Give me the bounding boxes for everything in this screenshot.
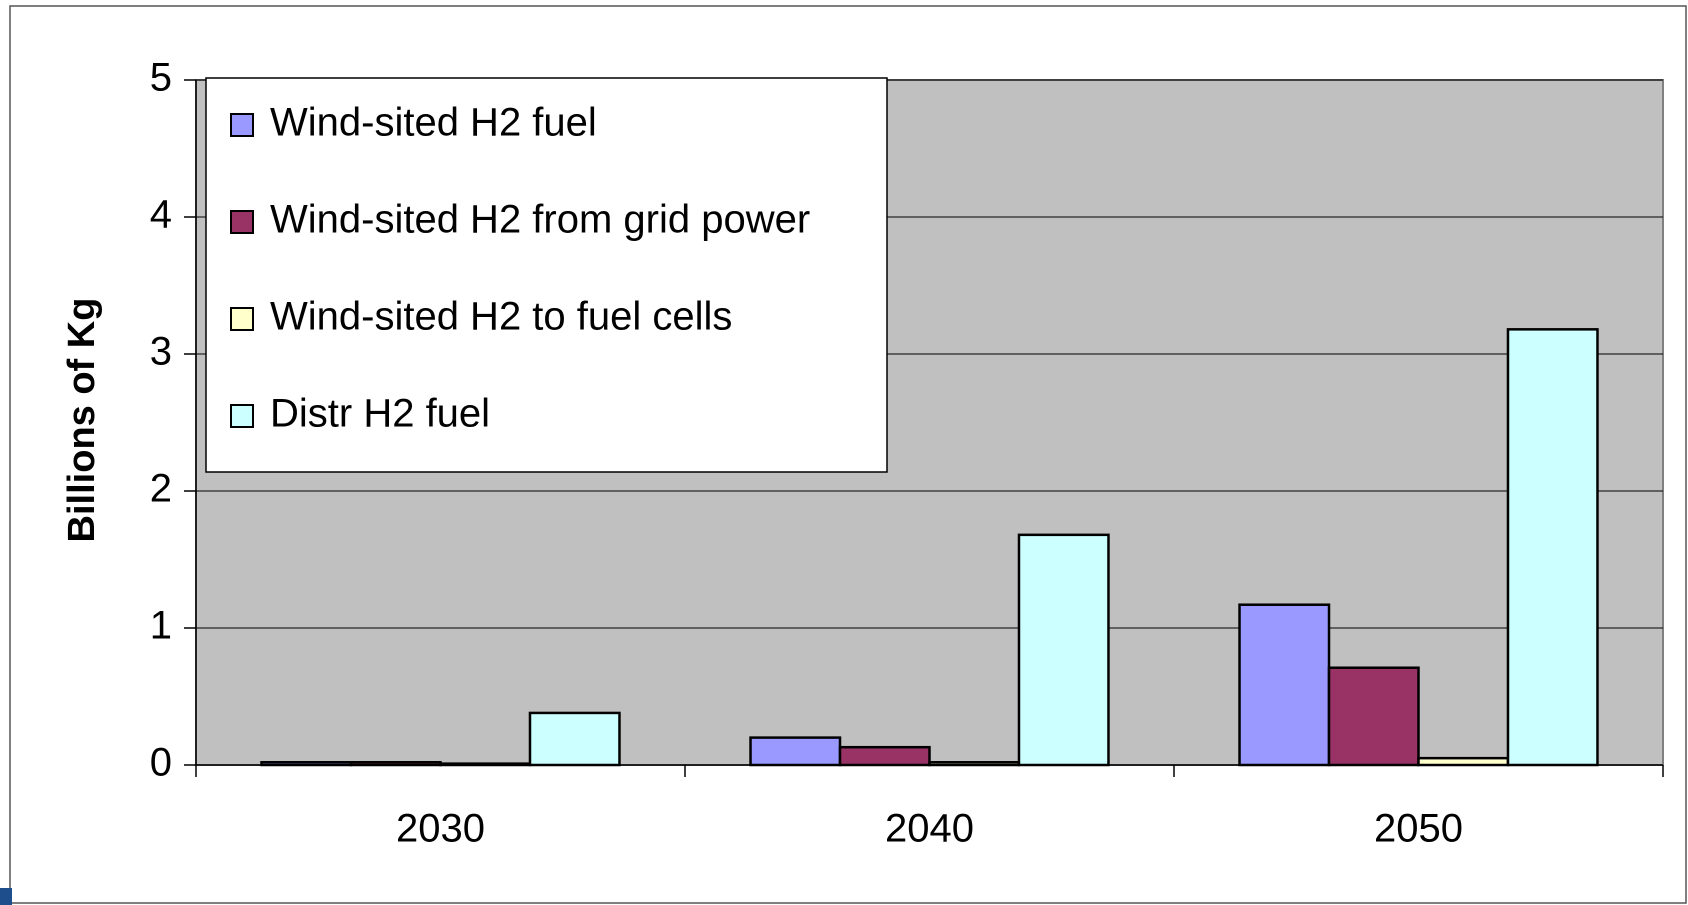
y-axis-label: Billions of Kg: [61, 298, 103, 543]
legend-label: Wind-sited H2 fuel: [270, 101, 597, 145]
legend-label: Wind-sited H2 from grid power: [270, 198, 810, 242]
bar: [1238, 603, 1331, 767]
legend-label: Distr H2 fuel: [270, 392, 490, 436]
corner-strip: [0, 888, 12, 905]
legend-swatch: [230, 307, 254, 331]
legend-swatch: [230, 404, 254, 428]
bar: [1506, 328, 1599, 767]
legend-swatch: [230, 113, 254, 137]
bar: [1327, 666, 1420, 767]
y-tick-label: 0: [150, 741, 172, 785]
y-tick-label: 5: [150, 56, 172, 100]
x-tick-label: 2050: [1374, 807, 1463, 851]
legend-label: Wind-sited H2 to fuel cells: [270, 295, 732, 339]
legend: [205, 77, 888, 473]
y-tick-label: 4: [150, 193, 172, 237]
bar: [1417, 756, 1510, 767]
x-tick-label: 2040: [885, 807, 974, 851]
y-tick-label: 3: [150, 330, 172, 374]
y-tick-label: 2: [150, 467, 172, 511]
bar: [1017, 533, 1110, 767]
y-tick-label: 1: [150, 604, 172, 648]
legend-swatch: [230, 210, 254, 234]
bar: [749, 736, 842, 767]
x-tick-label: 2030: [396, 807, 485, 851]
bar: [528, 711, 621, 767]
bar: [838, 745, 931, 767]
